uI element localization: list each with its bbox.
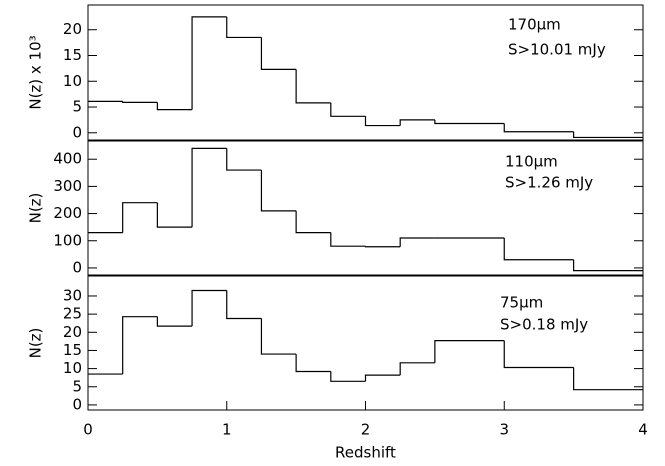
plot-frame xyxy=(87,275,644,411)
histogram-step xyxy=(156,102,193,111)
histogram-step xyxy=(364,116,401,127)
histogram-step xyxy=(503,340,574,369)
y-tick-label: 10 xyxy=(63,359,82,377)
histogram-step xyxy=(260,318,297,355)
y-tick-label: 10 xyxy=(63,72,82,90)
annotation: 170μm xyxy=(508,16,561,34)
y-tick-label: 20 xyxy=(63,323,82,341)
x-tick-label: 3 xyxy=(499,421,509,439)
y-tick-label: 100 xyxy=(53,231,82,249)
x-axis-label: Redshift xyxy=(335,444,396,462)
y-tick-label: 0 xyxy=(72,258,82,276)
histogram-step xyxy=(503,238,574,261)
histogram-step xyxy=(399,119,435,126)
plot-frame xyxy=(87,4,644,141)
y-axis-label: N(z) x 10³ xyxy=(27,35,45,109)
y-axis-label: N(z) xyxy=(27,328,45,359)
annotation: S>0.18 mJy xyxy=(500,316,588,334)
y-tick-label: 0 xyxy=(72,123,82,141)
histogram-step xyxy=(330,102,366,117)
histogram-step xyxy=(573,259,643,272)
histogram-step xyxy=(191,147,227,228)
x-tick-label: 2 xyxy=(361,421,371,439)
histogram-step xyxy=(330,371,366,382)
histogram-step xyxy=(226,16,262,39)
x-tick-label: 1 xyxy=(222,421,232,439)
histogram-step xyxy=(364,246,401,248)
y-tick-label: 400 xyxy=(53,150,82,168)
histogram-step xyxy=(295,210,331,234)
histogram-step xyxy=(573,131,643,139)
histogram-step xyxy=(364,374,401,382)
y-tick-label: 25 xyxy=(63,305,82,323)
y-tick-label: 15 xyxy=(63,46,82,64)
histogram-step xyxy=(156,316,193,327)
histogram-step xyxy=(156,202,193,228)
histogram-step xyxy=(295,354,331,373)
histogram-step xyxy=(191,289,227,327)
y-tick-label: 15 xyxy=(63,341,82,359)
histogram-step xyxy=(260,37,297,71)
histogram-step xyxy=(122,101,158,103)
histogram-step xyxy=(226,290,262,320)
y-tick-label: 5 xyxy=(72,98,82,116)
y-tick-label: 0 xyxy=(72,395,82,413)
histogram-step xyxy=(260,170,297,212)
plot-frame xyxy=(87,140,644,276)
histogram-step xyxy=(122,316,158,375)
annotation: S>1.26 mJy xyxy=(505,174,593,192)
x-tick-label: 4 xyxy=(638,421,648,439)
y-tick-label: 5 xyxy=(72,377,82,395)
annotation: 110μm xyxy=(505,153,558,171)
y-axis-label: N(z) xyxy=(27,193,45,224)
histogram-step xyxy=(399,362,435,376)
histogram-step xyxy=(434,340,505,363)
y-tick-label: 300 xyxy=(53,177,82,195)
annotation: 75μm xyxy=(500,294,543,312)
histogram-step xyxy=(295,69,331,104)
histogram-step xyxy=(226,148,262,171)
x-tick-label: 0 xyxy=(83,421,93,439)
histogram-step xyxy=(434,119,505,125)
histogram-step xyxy=(573,367,643,391)
y-tick-label: 20 xyxy=(63,20,82,38)
histogram-step xyxy=(399,237,435,247)
y-tick-label: 200 xyxy=(53,204,82,222)
histogram-step xyxy=(503,123,574,133)
annotation: S>10.01 mJy xyxy=(508,41,606,59)
histogram-step xyxy=(191,16,227,110)
histogram-step xyxy=(122,202,158,233)
y-tick-label: 30 xyxy=(63,286,82,304)
histogram-step xyxy=(330,232,366,247)
